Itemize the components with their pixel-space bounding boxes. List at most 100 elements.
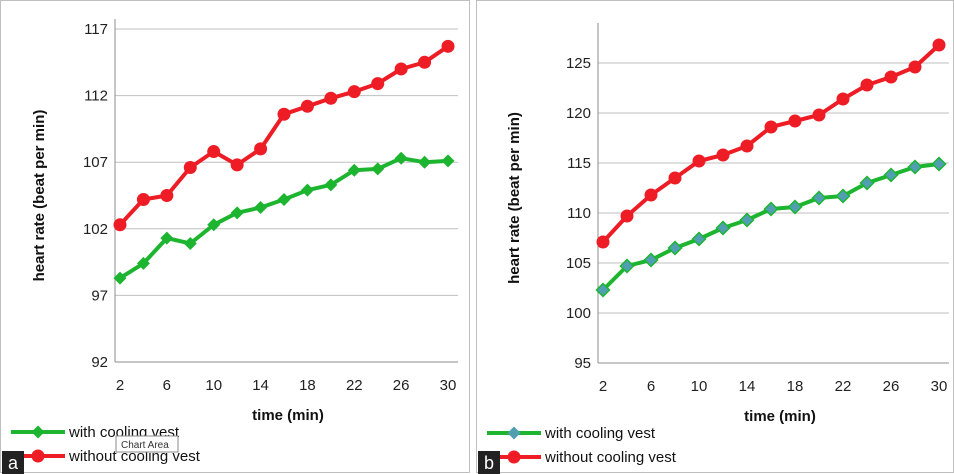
data-point-without-cooling bbox=[418, 55, 432, 69]
y-tick-label: 110 bbox=[567, 205, 591, 222]
data-point-without-cooling bbox=[644, 188, 658, 202]
data-point-with-cooling bbox=[418, 155, 432, 169]
x-tick-label: 26 bbox=[883, 378, 900, 395]
data-point-without-cooling bbox=[324, 91, 338, 105]
data-point-without-cooling bbox=[207, 145, 221, 159]
chart-panel-b: 95 100 105 110 115 120 125 2 6 10 14 18 22 26 30 time (… bbox=[476, 0, 954, 474]
data-point-without-cooling bbox=[692, 154, 706, 168]
data-point-without-cooling bbox=[596, 235, 610, 249]
x-tick-label: 26 bbox=[393, 377, 410, 394]
data-point-with-cooling bbox=[300, 183, 314, 197]
data-point-with-cooling bbox=[254, 200, 268, 214]
data-point-with-cooling bbox=[643, 252, 659, 268]
x-tick-label: 18 bbox=[787, 378, 804, 395]
x-tick-label: 22 bbox=[346, 377, 363, 394]
y-tick-label: 97 bbox=[91, 287, 108, 304]
data-point-with-cooling bbox=[835, 188, 851, 204]
x-tick-label: 6 bbox=[647, 378, 655, 395]
data-point-with-cooling bbox=[136, 256, 150, 270]
data-point-with-cooling bbox=[183, 236, 197, 250]
series-line-with-cooling bbox=[601, 162, 940, 292]
data-point-without-cooling bbox=[812, 108, 826, 122]
data-point-with-cooling bbox=[811, 190, 827, 206]
data-point-with-cooling bbox=[691, 231, 707, 247]
data-point-without-cooling bbox=[884, 70, 898, 84]
data-point-without-cooling bbox=[160, 189, 174, 202]
x-tick-label: 6 bbox=[163, 377, 171, 394]
tooltip-label: Chart Area bbox=[121, 440, 169, 451]
tooltip-box bbox=[115, 435, 179, 453]
y-tick-label: 120 bbox=[566, 105, 591, 122]
series-line-with-cooling bbox=[118, 156, 449, 280]
y-tick-label: 105 bbox=[566, 255, 591, 272]
chart-panel-a: 92 97 102 107 112 117 2 6 10 14 18 22 26 30 time (min)… bbox=[0, 0, 470, 474]
x-tick-label: 10 bbox=[205, 377, 222, 394]
data-point-without-cooling bbox=[860, 78, 874, 92]
data-point-with-cooling bbox=[277, 192, 291, 206]
data-point-without-cooling bbox=[764, 120, 778, 134]
data-point-with-cooling bbox=[667, 240, 683, 256]
data-point-without-cooling bbox=[394, 62, 408, 76]
data-point-without-cooling bbox=[277, 107, 291, 121]
legend-label-with-cooling: with cooling vest bbox=[544, 425, 656, 442]
legend-label-without-cooling: without cooling vest bbox=[544, 449, 677, 466]
data-point-without-cooling bbox=[908, 60, 922, 74]
legend-marker-diamond bbox=[31, 425, 45, 439]
data-point-with-cooling bbox=[859, 175, 875, 191]
x-tick-label: 14 bbox=[252, 377, 269, 394]
y-axis-title: heart rate (beat per min) bbox=[31, 110, 48, 282]
legend-marker-diamond bbox=[507, 426, 521, 440]
y-tick-label: 102 bbox=[83, 221, 108, 238]
x-tick-label: 2 bbox=[599, 378, 607, 395]
x-tick-label: 30 bbox=[440, 377, 457, 394]
data-point-without-cooling bbox=[113, 218, 127, 232]
data-point-without-cooling bbox=[620, 209, 634, 223]
data-point-without-cooling bbox=[932, 38, 946, 52]
data-point-with-cooling bbox=[230, 206, 244, 220]
data-point-without-cooling bbox=[136, 192, 150, 206]
x-tick-label: 14 bbox=[739, 378, 756, 395]
data-point-with-cooling bbox=[619, 258, 635, 274]
data-point-with-cooling bbox=[207, 218, 221, 232]
data-point-without-cooling bbox=[230, 158, 244, 172]
x-tick-label: 22 bbox=[835, 378, 852, 395]
data-point-with-cooling bbox=[787, 199, 803, 215]
data-point-with-cooling bbox=[907, 159, 923, 175]
data-point-with-cooling bbox=[394, 151, 408, 165]
data-point-with-cooling bbox=[715, 220, 731, 236]
data-point-with-cooling bbox=[113, 271, 127, 285]
data-point-with-cooling bbox=[324, 178, 338, 192]
panel-tag-box bbox=[478, 451, 500, 474]
y-tick-label: 95 bbox=[574, 355, 591, 372]
y-tick-label: 100 bbox=[566, 305, 591, 322]
panel-tag-label: a bbox=[8, 453, 19, 473]
data-point-without-cooling bbox=[716, 148, 730, 162]
y-tick-label: 112 bbox=[84, 88, 108, 105]
y-tick-label: 125 bbox=[566, 55, 591, 72]
data-point-without-cooling bbox=[300, 99, 314, 113]
x-axis-title: time (min) bbox=[252, 407, 324, 424]
data-point-with-cooling bbox=[595, 282, 611, 298]
data-point-with-cooling bbox=[160, 231, 174, 245]
x-tick-label: 2 bbox=[116, 377, 124, 394]
data-point-without-cooling bbox=[668, 171, 682, 185]
y-tick-label: 92 bbox=[91, 354, 108, 371]
data-point-with-cooling bbox=[763, 201, 779, 217]
data-point-with-cooling bbox=[931, 156, 947, 172]
panel-tag-box bbox=[2, 451, 24, 474]
x-axis-title: time (min) bbox=[744, 408, 816, 425]
data-point-with-cooling bbox=[883, 167, 899, 183]
data-point-without-cooling bbox=[183, 161, 197, 175]
y-tick-label: 107 bbox=[83, 154, 108, 171]
panel-tag-label: b bbox=[484, 453, 494, 473]
data-point-without-cooling bbox=[441, 39, 455, 53]
y-axis-title: heart rate (beat per min) bbox=[506, 112, 523, 284]
data-point-without-cooling bbox=[254, 142, 268, 156]
x-tick-label: 18 bbox=[299, 377, 316, 394]
data-point-with-cooling bbox=[371, 162, 385, 176]
x-tick-label: 10 bbox=[691, 378, 708, 395]
data-point-without-cooling bbox=[788, 114, 802, 128]
data-point-with-cooling bbox=[441, 154, 455, 168]
data-point-without-cooling bbox=[740, 139, 754, 153]
